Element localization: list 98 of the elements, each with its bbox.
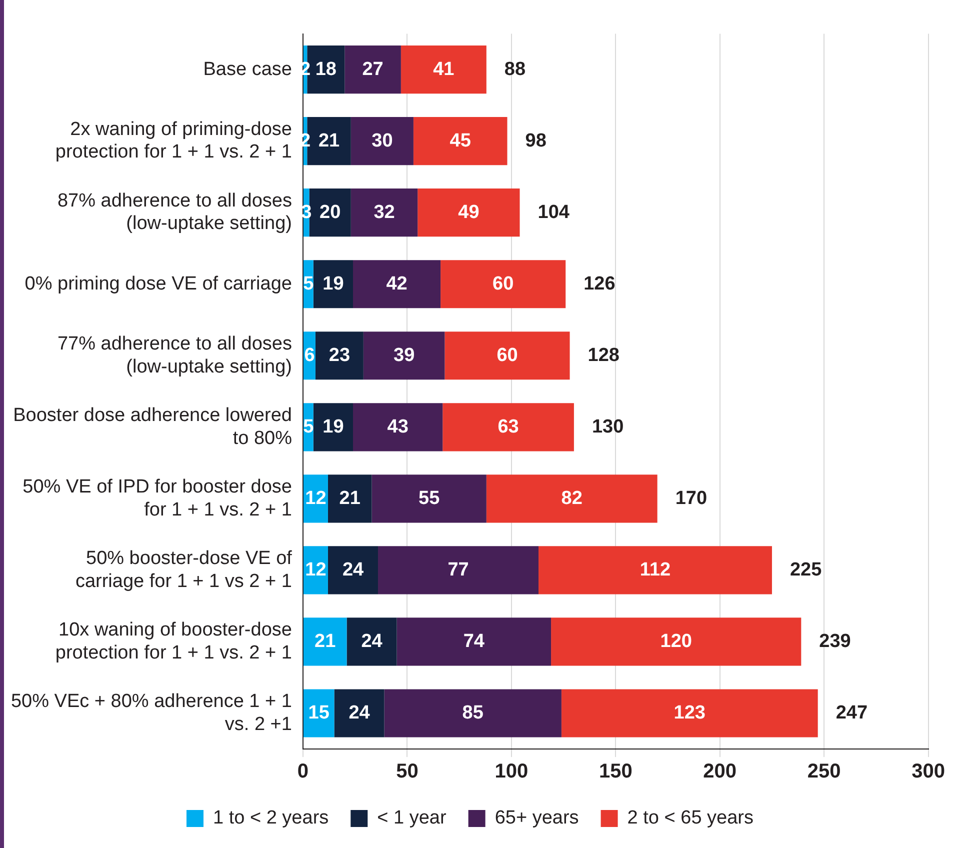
bar [303,689,334,738]
data-label: 112 [640,559,671,580]
bar [400,46,486,94]
y-tick-label: 87% adherence to all doses (low-uptake setting) [57,190,292,234]
data-label: 19 [322,416,344,438]
x-tick-label: 50 [396,760,418,783]
bar [334,689,384,738]
y-tick-label: 50% booster-dose VE of carriage for 1 + 1 vs 2 + 1 [75,548,293,592]
y-tick-label: Booster dose adherence lowered to 80% [13,404,292,449]
data-label: 21 [314,630,336,652]
bar [418,188,520,237]
data-label: 45 [450,130,472,152]
data-label: 77 [448,559,469,580]
data-label: 15 [308,702,330,724]
data-label: 43 [387,416,408,438]
bar [346,618,397,666]
data-label: 18 [315,58,336,80]
data-label: 24 [348,702,370,724]
bar [372,474,486,523]
data-label: 41 [433,58,455,80]
data-label: 49 [458,202,480,223]
bar [363,332,445,380]
data-label: 63 [498,416,519,438]
total-label: 239 [819,630,851,652]
x-tick-label: 0 [297,760,309,783]
data-label: 82 [561,488,582,509]
legend-label: < 1 year [377,808,447,829]
bar [561,689,818,738]
data-label: 19 [322,273,344,294]
bar [413,117,508,166]
data-label: 5 [303,416,314,438]
bar [486,474,658,523]
bar [313,260,353,308]
data-label: 24 [361,630,383,652]
data-label: 27 [362,58,384,80]
bar [328,474,372,523]
y-tick-label: 50% VEc + 80% adherence 1 + 1 vs. 2 +1 [10,691,292,735]
total-label: 88 [504,58,526,80]
bar [353,403,443,452]
legend-label: 2 to < 65 years [627,808,754,829]
data-label: 21 [339,488,361,509]
bar [442,403,574,452]
data-label: 74 [463,630,485,652]
y-tick-label: Base case [203,58,292,80]
x-tick-label: 150 [598,760,632,783]
bar [328,546,378,594]
data-label: 39 [394,344,415,366]
data-label: 6 [304,344,315,366]
data-label: 12 [305,488,326,509]
bar [396,618,552,666]
total-label: 128 [588,344,620,366]
total-label: 170 [675,488,708,509]
total-label: 126 [584,273,616,294]
total-label: 98 [525,130,546,152]
y-tick-label: 77% adherence to all doses (low-uptake setting) [57,333,292,378]
y-tick-label: 10x waning of booster-dose protection for 1 + 1 vs. 2 + 1 [55,620,292,664]
bar [303,618,347,666]
y-tick-label: 50% VE of IPD for booster dose for 1 + 1 vs. 2 + 1 [22,476,292,520]
bar [313,403,353,452]
x-tick-label: 250 [807,760,841,783]
legend-label: 1 to < 2 years [212,808,329,829]
data-label: 23 [328,344,350,366]
data-label: 123 [674,702,706,724]
data-label: 85 [462,702,484,724]
x-tick-label: 300 [912,760,946,783]
data-label: 21 [318,130,340,152]
bar [378,546,539,594]
bar [353,260,441,308]
total-label: 104 [538,202,570,223]
data-label: 12 [305,559,326,580]
bar [444,332,570,380]
x-tick-label: 200 [703,760,737,783]
bar [551,618,802,666]
bar [384,689,562,738]
total-label: 247 [836,702,868,724]
bar [350,117,414,166]
y-tick-label: 0% priming dose VE of carriage [24,273,292,294]
bar [344,46,401,94]
bar [440,260,566,308]
bar [538,546,772,594]
y-tick-label: 2x waning of priming-dose protection for 1 + 1 vs. 2 + 1 [55,118,292,163]
total-label: 130 [592,416,624,438]
legend-label: 65+ years [494,808,579,829]
bar [350,188,418,237]
data-label: 120 [660,630,692,652]
bar [309,188,351,237]
data-label: 55 [418,488,440,509]
data-label: 20 [320,202,341,223]
data-label: 30 [372,130,393,152]
total-label: 225 [790,559,822,580]
data-label: 24 [342,559,364,580]
x-tick-label: 100 [494,760,528,783]
data-label: 5 [303,273,314,294]
data-label: 32 [374,202,395,223]
bar [315,332,364,380]
data-label: 42 [386,273,408,294]
data-label: 60 [492,273,514,294]
data-label: 60 [496,344,518,366]
